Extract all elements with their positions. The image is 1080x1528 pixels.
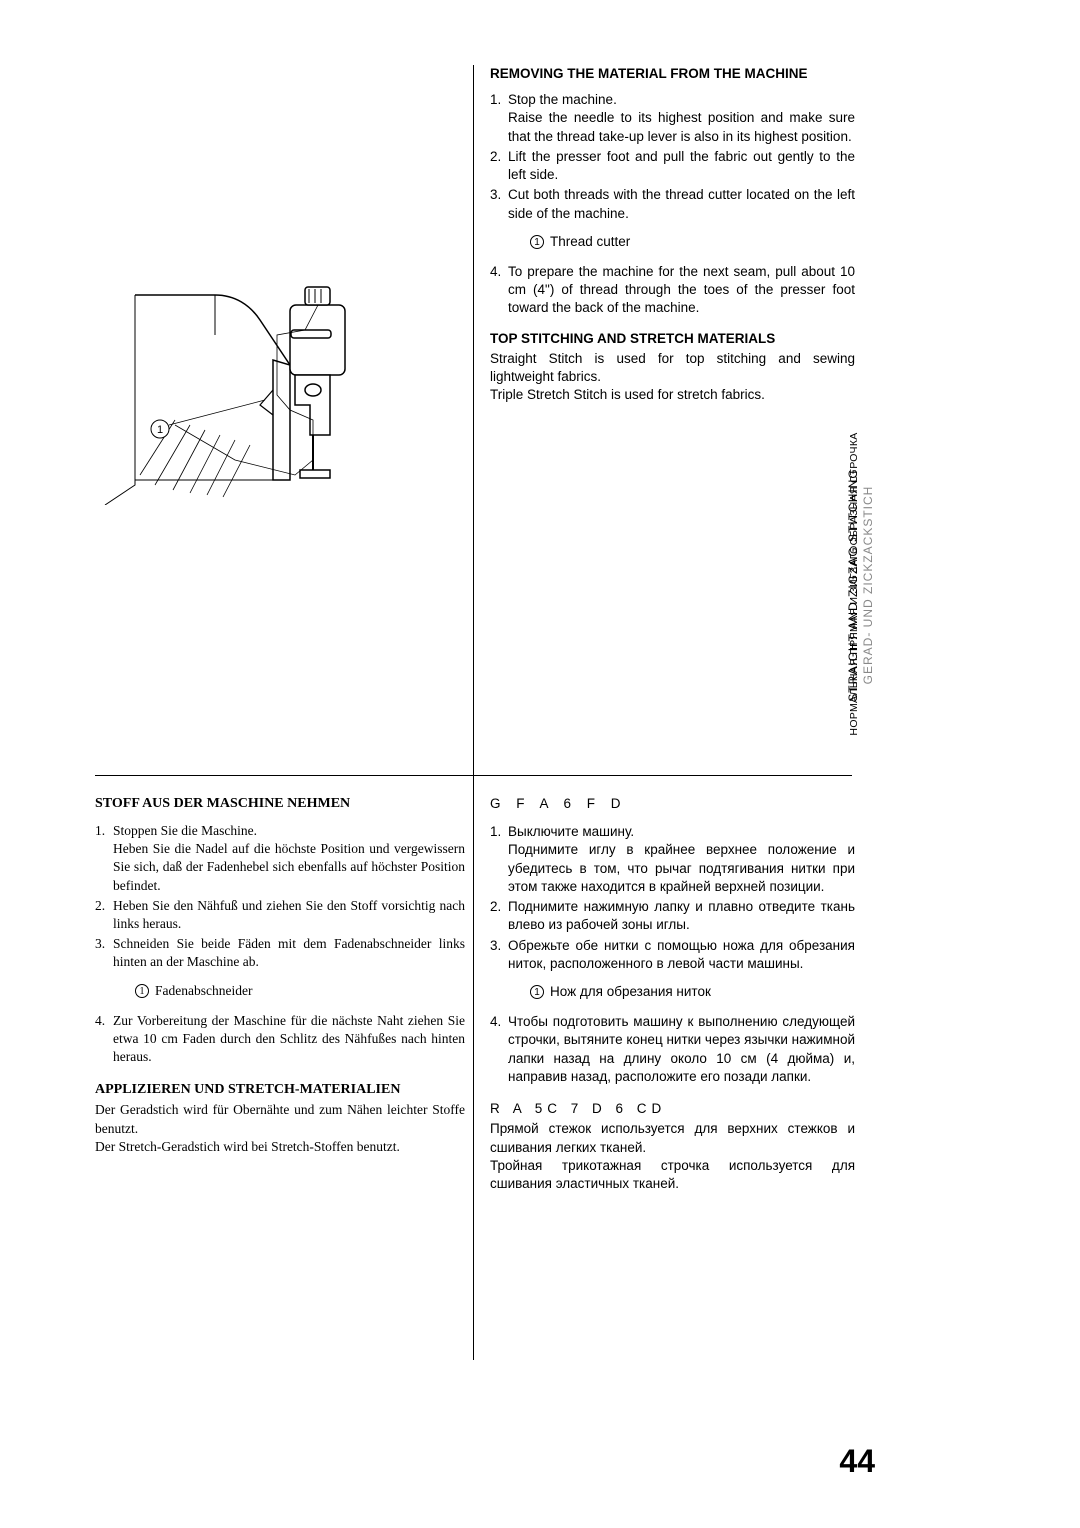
paragraph: Der Geradstich wird für Obernähte und zu…	[95, 1101, 465, 1137]
svg-text:1: 1	[157, 424, 163, 436]
manual-page: 1 REMOVING THE MATERIAL FROM THE MACHINE…	[0, 0, 1080, 1528]
section-heading: REMOVING THE MATERIAL FROM THE MACHINE	[490, 65, 855, 83]
chapter-tab: STRAIGHT AND ZIGZAG STITCHING GERAD- UND…	[857, 418, 875, 738]
subheading: APPLIZIEREN UND STRETCH-MATERIALIEN	[95, 1081, 465, 1100]
callout: 1 Thread cutter	[490, 233, 855, 251]
list-item: 4.Чтобы подготовить машину к выполнению …	[508, 1013, 855, 1086]
list-item: 3.Обрежьте обе нитки с помощью ножа для …	[508, 937, 855, 973]
vertical-divider-bottom	[473, 775, 474, 1360]
callout-number-icon: 1	[530, 985, 544, 999]
instruction-list: 1.Stoppen Sie die Maschine. Heben Sie di…	[95, 822, 465, 972]
vertical-divider-top	[473, 65, 474, 775]
subheading: TOP STITCHING AND STRETCH MATERIALS	[490, 330, 855, 348]
paragraph: Triple Stretch Stitch is used for stretc…	[490, 386, 855, 404]
list-item: 2.Поднимите нажимную лапку и плавно отве…	[508, 898, 855, 934]
list-item: 1.Stoppen Sie die Maschine. Heben Sie di…	[113, 822, 465, 895]
instruction-list: 4.Zur Vorbereitung der Maschine für die …	[95, 1012, 465, 1067]
list-item: 2.Lift the presser foot and pull the fab…	[508, 148, 855, 184]
callout-number-icon: 1	[530, 235, 544, 249]
tab-label-de: GERAD- UND ZICKZACKSTICH	[861, 435, 875, 735]
thread-cutter-illustration: 1	[95, 275, 395, 505]
paragraph: Тройная трикотажная строчка используется…	[490, 1157, 855, 1193]
paragraph: Прямой стежок используется для верхних с…	[490, 1120, 855, 1156]
callout: 1 Нож для обрезания ниток	[490, 983, 855, 1001]
list-item: 1.Stop the machine. Raise the needle to …	[508, 91, 855, 146]
english-section: REMOVING THE MATERIAL FROM THE MACHINE 1…	[490, 65, 855, 405]
german-section: STOFF AUS DER MASCHINE NEHMEN 1.Stoppen …	[95, 795, 465, 1156]
russian-section: G F A 6 F D 1.Выключите машину. Поднимит…	[490, 795, 855, 1193]
list-item: 2.Heben Sie den Nähfuß und ziehen Sie de…	[113, 897, 465, 933]
callout-number-icon: 1	[135, 984, 149, 998]
list-item: 1.Выключите машину. Поднимите иглу в кра…	[508, 823, 855, 896]
section-heading: G F A 6 F D	[490, 795, 855, 813]
list-item: 3.Schneiden Sie beide Fäden mit dem Fade…	[113, 935, 465, 971]
section-heading: STOFF AUS DER MASCHINE NEHMEN	[95, 795, 465, 814]
callout-label: Thread cutter	[550, 234, 630, 249]
illustration-column: 1	[95, 275, 465, 505]
paragraph: Straight Stitch is used for top stitchin…	[490, 350, 855, 386]
page-number: 44	[839, 1443, 875, 1480]
subheading: R A 5C 7 D 6 CD	[490, 1100, 855, 1118]
instruction-list: 4.To prepare the machine for the next se…	[490, 263, 855, 318]
list-item: 3.Cut both threads with the thread cutte…	[508, 186, 855, 222]
instruction-list: 1.Выключите машину. Поднимите иглу в кра…	[490, 823, 855, 973]
tab-label-ru: НОРМАЛЬНАЯ ПРЯМАЯ И ЗИГЗАГООБРАЗНАЯ СТРО…	[848, 404, 860, 764]
list-item: 4.To prepare the machine for the next se…	[508, 263, 855, 318]
callout: 1 Fadenabschneider	[95, 982, 465, 1000]
instruction-list: 4.Чтобы подготовить машину к выполнению …	[490, 1013, 855, 1086]
paragraph: Der Stretch-Geradstich wird bei Stretch-…	[95, 1138, 465, 1156]
instruction-list: 1.Stop the machine. Raise the needle to …	[490, 91, 855, 223]
list-item: 4.Zur Vorbereitung der Maschine für die …	[113, 1012, 465, 1067]
callout-label: Нож для обрезания ниток	[550, 984, 711, 999]
callout-label: Fadenabschneider	[155, 983, 252, 998]
